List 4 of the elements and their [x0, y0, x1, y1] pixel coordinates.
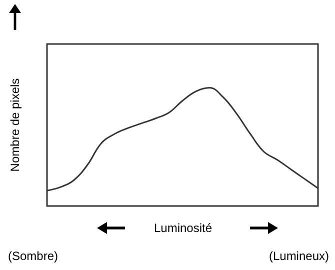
text: (Lumineux)	[268, 249, 329, 263]
text: (Sombre)	[8, 249, 58, 263]
x-axis-title: Luminosité	[154, 221, 212, 235]
y-axis-title: Nombre de pixels	[8, 78, 22, 172]
